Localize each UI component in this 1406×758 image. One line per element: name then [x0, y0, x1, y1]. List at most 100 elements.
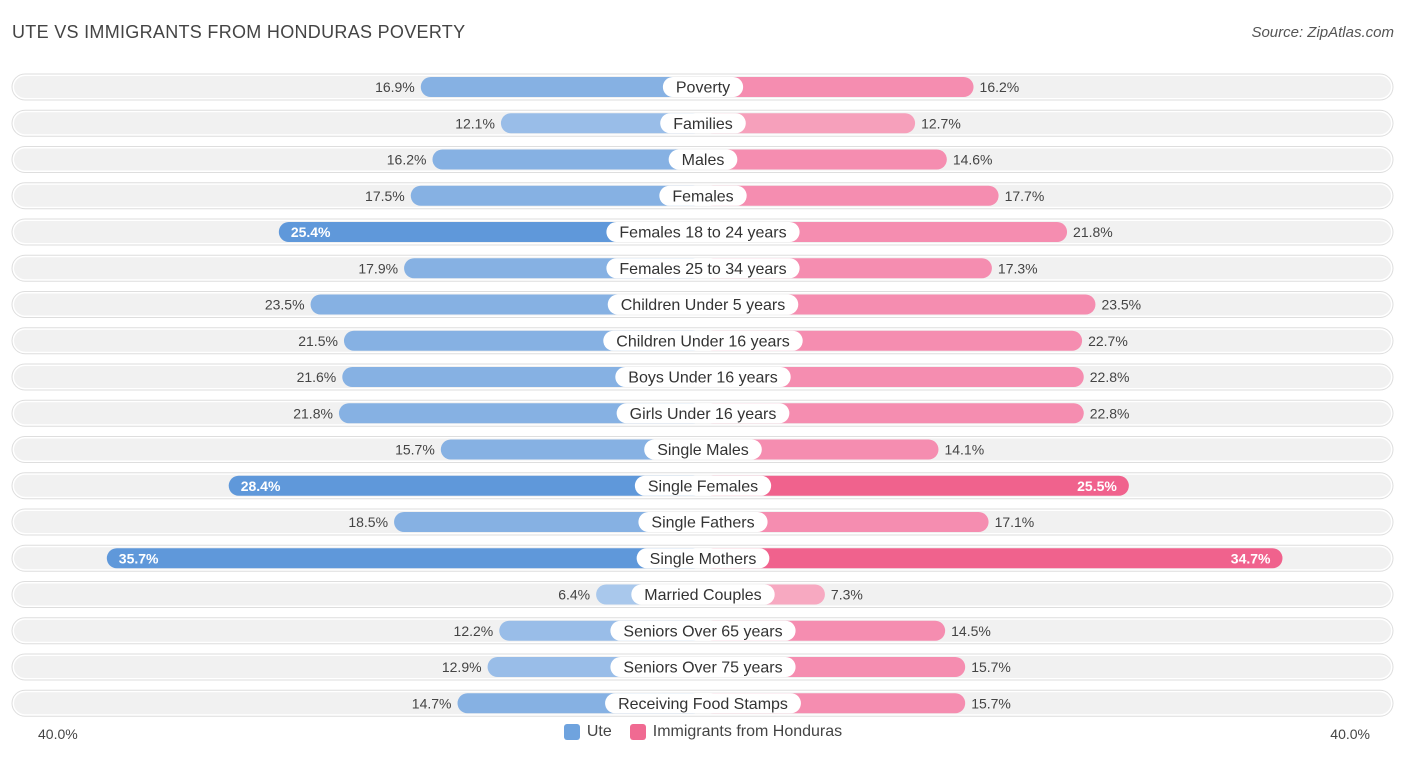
value-label-honduras: 15.7% [971, 695, 1011, 711]
value-label-honduras: 22.7% [1088, 333, 1128, 349]
value-label-honduras: 15.7% [971, 659, 1011, 675]
category-label: Females 25 to 34 years [619, 261, 786, 278]
value-label-ute: 14.7% [412, 695, 452, 711]
category-label-pill [660, 113, 746, 134]
bar-ute [310, 294, 703, 315]
bar-honduras [703, 185, 999, 206]
category-label: Males [682, 152, 725, 169]
value-label-ute: 12.2% [454, 623, 494, 639]
category-label: Females [672, 188, 733, 205]
bar-ute [278, 222, 703, 242]
value-label-ute: 16.9% [375, 79, 415, 95]
category-label-pill [605, 693, 801, 714]
value-label-honduras: 17.7% [1005, 188, 1045, 204]
value-label-ute: 18.5% [348, 514, 388, 530]
value-label-honduras: 7.3% [831, 587, 863, 603]
bar-ute [394, 512, 703, 532]
value-label-honduras: 34.7% [1231, 550, 1271, 566]
chart-title: UTE VS IMMIGRANTS FROM HONDURAS POVERTY [12, 22, 466, 42]
value-label-honduras: 17.3% [998, 260, 1038, 276]
bar-honduras [703, 403, 1084, 424]
chart-row: Single Females 28.4% 25.5% [11, 472, 1394, 500]
bar-honduras [703, 367, 1084, 387]
chart-row: Married Couples 6.4% 7.3% [11, 581, 1394, 608]
bar-ute [420, 77, 703, 97]
bar-honduras [703, 149, 947, 170]
bar-ute [440, 439, 703, 460]
category-label: Poverty [676, 80, 730, 97]
value-label-honduras: 14.1% [944, 442, 984, 458]
legend-item-honduras[interactable]: Immigrants from Honduras [629, 723, 842, 741]
category-label: Married Couples [644, 587, 761, 604]
category-label: Children Under 5 years [621, 297, 786, 314]
bar-honduras [703, 512, 989, 532]
category-label-pill [668, 149, 738, 170]
category-label: Boys Under 16 years [628, 370, 777, 387]
category-label: Single Males [657, 442, 749, 459]
value-label-honduras: 16.2% [980, 79, 1020, 95]
chart-header: UTE VS IMMIGRANTS FROM HONDURAS POVERTY … [0, 0, 1406, 60]
bar-honduras [703, 113, 916, 134]
bar-honduras [703, 475, 1129, 496]
value-label-honduras: 25.5% [1077, 478, 1117, 494]
value-label-ute: 15.7% [395, 442, 435, 458]
bar-ute [338, 403, 703, 424]
chart-row: Children Under 16 years 21.5% 22.7% [11, 327, 1394, 355]
category-label: Females 18 to 24 years [619, 225, 786, 242]
value-label-ute: 25.4% [291, 224, 331, 240]
chart-row: Families 12.1% 12.7% [11, 109, 1394, 137]
value-label-honduras: 22.8% [1090, 369, 1130, 385]
chart-row: Seniors Over 65 years 12.2% 14.5% [11, 617, 1394, 645]
category-label: Seniors Over 75 years [623, 660, 782, 677]
bar-ute [410, 185, 703, 206]
legend-label-ute: Ute [586, 723, 612, 740]
legend-swatch-honduras [629, 724, 646, 740]
category-label-pill [638, 512, 768, 532]
category-label-pill [606, 222, 800, 242]
value-label-ute: 17.5% [365, 188, 405, 204]
value-label-honduras: 12.7% [921, 115, 961, 131]
chart-row: Girls Under 16 years 21.8% 22.8% [11, 399, 1394, 427]
category-label-pill [659, 185, 747, 206]
value-label-ute: 28.4% [241, 478, 281, 494]
value-label-honduras: 23.5% [1101, 297, 1141, 313]
value-label-honduras: 17.1% [995, 514, 1035, 530]
category-label: Single Females [648, 478, 758, 495]
category-label-pill [644, 439, 762, 460]
bar-honduras [703, 548, 1283, 569]
chart-row: Poverty 16.9% 16.2% [11, 73, 1394, 101]
chart-row: Receiving Food Stamps 14.7% 15.7% [11, 689, 1394, 717]
legend: Ute Immigrants from Honduras [0, 723, 1406, 741]
value-label-ute: 17.9% [358, 260, 398, 276]
category-label: Receiving Food Stamps [618, 696, 788, 713]
chart-row: Females 18 to 24 years 25.4% 21.8% [11, 218, 1394, 246]
chart-source: Source: ZipAtlas.com [1251, 24, 1394, 41]
bar-ute [342, 367, 703, 387]
category-label-pill [610, 657, 796, 677]
value-label-ute: 6.4% [558, 587, 590, 603]
value-label-honduras: 14.6% [953, 152, 993, 168]
legend-swatch-ute [563, 724, 580, 740]
chart-row: Males 16.2% 14.6% [11, 146, 1394, 173]
chart-row: Females 17.5% 17.7% [11, 182, 1394, 210]
chart-row: Single Fathers 18.5% 17.1% [11, 508, 1394, 536]
category-label-pill [615, 367, 791, 387]
bar-ute [432, 149, 703, 170]
value-label-ute: 35.7% [119, 550, 159, 566]
value-label-honduras: 14.5% [951, 623, 991, 639]
value-label-ute: 21.6% [297, 369, 337, 385]
bar-ute [500, 113, 703, 134]
axis-right-label: 40.0% [1330, 726, 1370, 742]
value-label-honduras: 21.8% [1073, 224, 1113, 240]
category-label-pill [636, 548, 770, 569]
chart-footer: 40.0% Ute Immigrants from Honduras 40.0% [0, 718, 1406, 748]
category-label: Children Under 16 years [616, 333, 789, 350]
chart-plot-area: Poverty 16.9% 16.2% Families 12.1% 12.7% Males… [11, 73, 1394, 717]
chart-row: Single Males 15.7% 14.1% [11, 436, 1394, 463]
category-label-pill [606, 258, 800, 279]
legend-item-ute[interactable]: Ute [563, 723, 612, 741]
category-label-pill [634, 475, 772, 496]
value-label-ute: 21.5% [298, 333, 338, 349]
value-label-ute: 21.8% [293, 405, 333, 421]
category-label-pill [631, 584, 775, 605]
